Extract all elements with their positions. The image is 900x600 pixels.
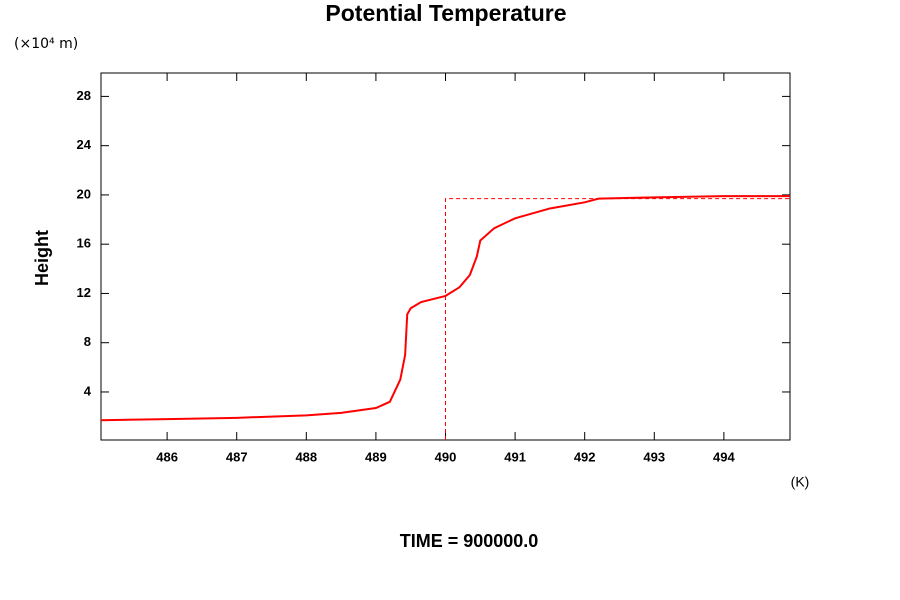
x-unit: (K) [791,474,810,490]
y-tick-label: 24 [77,137,92,152]
x-tick-label: 492 [574,449,596,464]
y-tick-label: 8 [84,334,91,349]
plot-area [101,195,790,440]
x-tick-label: 488 [295,449,317,464]
y-unit: (×10⁴ m) [14,36,78,52]
x-tick-label: 493 [643,449,665,464]
y-tick-label: 16 [77,236,91,251]
x-tick-label: 494 [713,449,735,464]
x-tick-label: 487 [226,449,248,464]
x-tick-label: 486 [156,449,178,464]
x-tick-label: 490 [435,449,457,464]
y-tick-label: 12 [77,285,91,300]
data-line [101,195,790,422]
data-line [445,198,790,440]
y-tick-label: 28 [77,88,91,103]
x-tick-label: 491 [504,449,526,464]
footer: TIME = 900000.0 [400,531,539,551]
y-tick-label: 4 [84,383,92,398]
y-tick-label: 20 [77,186,91,201]
chart-title: Potential Temperature [325,0,566,26]
x-tick-label: 489 [365,449,387,464]
y-axis-label: Height [32,230,52,286]
